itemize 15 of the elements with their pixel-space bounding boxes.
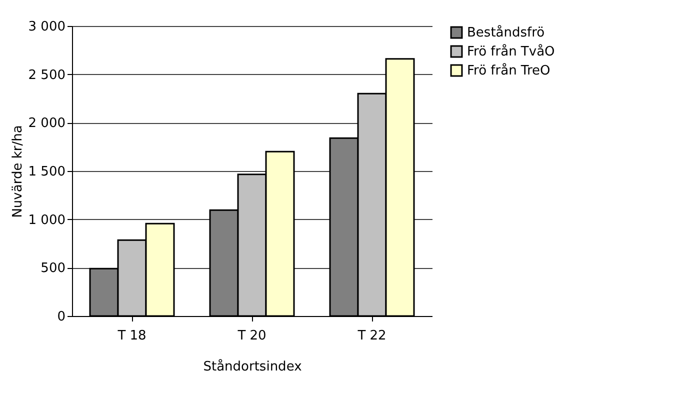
y-tick-label: 2 500	[28, 68, 66, 83]
y-tick-label: 1 000	[28, 212, 66, 228]
x-tick-label: T 22	[356, 328, 386, 344]
legend-label: Frö från TreO	[467, 62, 550, 78]
x-tick-label: T 20	[236, 328, 266, 344]
y-tick-label: 3 000	[28, 20, 66, 34]
y-tick-label: 0	[57, 310, 66, 324]
x-tick-label: T 18	[116, 328, 146, 344]
legend-label: Beståndsfrö	[467, 24, 545, 40]
y-axis-title: Nuvärde kr/ha	[10, 125, 26, 218]
y-tick-label: 500	[40, 261, 66, 276]
x-axis-title: Ståndortsindex	[203, 358, 302, 374]
legend-label: Frö från TvåO	[467, 44, 555, 60]
y-tick-label: 2 000	[28, 116, 66, 132]
y-tick-label: 1 500	[28, 164, 66, 180]
